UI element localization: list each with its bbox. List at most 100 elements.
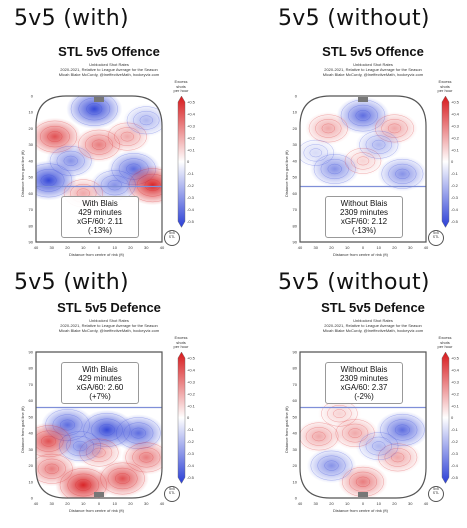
colorbar-tick-label: +0.1 [187,403,196,408]
contour-line [72,440,88,452]
y-tick-label: 70 [29,207,34,212]
colorbar-tick-label: 0 [187,159,190,164]
heatmap-blob [124,165,162,206]
y-tick-label: 10 [293,110,298,115]
quadrant-label: 5v5 (with) [14,6,129,31]
chart-subtitle-line: Unblocked Shot Rates [353,62,393,67]
contour-line [130,427,146,439]
chart-subtitle-line: Micah Blake McCurdy, @IneffectiveMath, h… [58,72,160,77]
colorbar-title-line: per hour [437,344,453,349]
contour-line [303,144,329,162]
y-tick-label: 90 [29,350,34,355]
chart-subtitle-line: 2020-2021, Relative to League Average fo… [324,323,422,328]
colorbar-tick-label: -0.3 [187,195,195,200]
rink-boards [35,351,163,499]
contour-line [44,463,59,474]
y-tick-label: 0 [295,496,298,501]
x-axis-label: Distance from centre of rink (ft) [69,508,124,513]
colorbar-tick-label: -0.4 [451,207,459,212]
contour-line [107,180,122,191]
contour-line [305,427,333,446]
x-tick-label: 10 [377,501,382,506]
contour-line [107,467,138,490]
y-tick-label: 30 [29,142,34,147]
x-tick-label: 30 [144,245,149,250]
colorbar-tick-label: -0.3 [187,451,195,456]
colorbar-tick-label: 0 [187,415,190,420]
strength-badge: 5v5 STL [164,230,180,246]
info-player: Without Blais [340,365,388,374]
info-player: With Blais [82,365,118,374]
x-tick-label: 30 [408,501,413,506]
x-axis-label: Distance from centre of rink (ft) [69,252,124,257]
colorbar-tick-label: -0.3 [451,195,459,200]
chart-subtitle-line: 2020-2021, Relative to League Average fo… [60,323,158,328]
contour-line [327,404,352,423]
x-axis-label: Distance from centre of rink (ft) [333,508,388,513]
colorbar-title: Excess shots per hour [432,79,458,94]
contour-line [120,131,134,142]
chart-title: STL 5v5 Defence [321,300,425,315]
x-tick-label: 40 [34,501,39,506]
strength-badge: 5v5 STL [428,486,444,502]
y-tick-label: 60 [293,191,298,196]
heatmap-blob [55,428,105,464]
x-tick-label: 40 [424,245,429,250]
x-tick-label: 20 [65,245,70,250]
heatmap-blob [300,420,343,453]
y-tick-label: 20 [29,126,34,131]
y-axis-label: Distance from goal line (ft) [20,150,25,197]
y-tick-label: 50 [293,175,298,180]
colorbar [441,95,450,228]
info-xg: xGA/60: 2.37 (-2%) [340,383,388,401]
colorbar-tick-label: -0.4 [187,463,195,468]
y-tick-label: 0 [31,94,34,99]
y-axis-label: Distance from goal line (ft) [284,150,289,197]
y-tick-label: 50 [29,175,34,180]
contour-line [359,432,399,461]
contour-line [139,452,154,463]
colorbar-tick-label: -0.2 [451,439,459,444]
y-tick-label: 0 [31,496,34,501]
goal-net [358,492,368,497]
heatmap-layer [36,96,162,242]
chart-subtitle-line: Unblocked Shot Rates [89,318,129,323]
contour-line [144,179,161,192]
badge-text: 5v5 [169,231,175,235]
badge-text: STL [168,235,176,239]
heatmap-blob [66,96,123,129]
colorbar-tick-label: +0.1 [451,147,460,152]
chart-subtitle-line: Unblocked Shot Rates [353,318,393,323]
chart-title: STL 5v5 Offence [322,44,424,59]
contour-line [125,442,162,473]
chart-subtitle-line: 2020-2021, Relative to League Average fo… [60,67,158,72]
chart-panel-defence-with: 5v5 (with) STL 5v5 Defence Unblocked Shot… [0,264,233,528]
y-tick-label: 20 [29,463,34,468]
colorbar-tick-label: +0.4 [187,111,196,116]
colorbar-title: Excess shots per hour [168,79,194,94]
colorbar-tick-label: -0.1 [187,171,195,176]
y-tick-label: 30 [293,142,298,147]
contour-line [309,148,323,158]
colorbar [441,351,450,484]
x-tick-label: 40 [160,501,165,506]
contour-line [381,158,424,189]
contour-line [348,471,378,492]
y-axis-label: Distance from goal line (ft) [284,406,289,453]
quadrant-label: 5v5 (with) [14,270,129,295]
badge-text: 5v5 [433,487,439,491]
contour-line [327,163,342,175]
y-tick-label: 10 [29,110,34,115]
colorbar-tick-label: +0.4 [187,367,196,372]
colorbar-tick-label: +0.1 [451,403,460,408]
badge-text: STL [432,235,440,239]
x-tick-label: 30 [408,245,413,250]
chart-title: STL 5v5 Defence [57,300,161,315]
heatmap-blob [36,451,77,487]
colorbar-tick-label: +0.2 [187,135,196,140]
x-tick-label: 30 [314,501,319,506]
chart-subtitle-line: Unblocked Shot Rates [89,62,129,67]
colorbar-tick-label: +0.3 [187,123,196,128]
y-tick-label: 20 [293,126,298,131]
